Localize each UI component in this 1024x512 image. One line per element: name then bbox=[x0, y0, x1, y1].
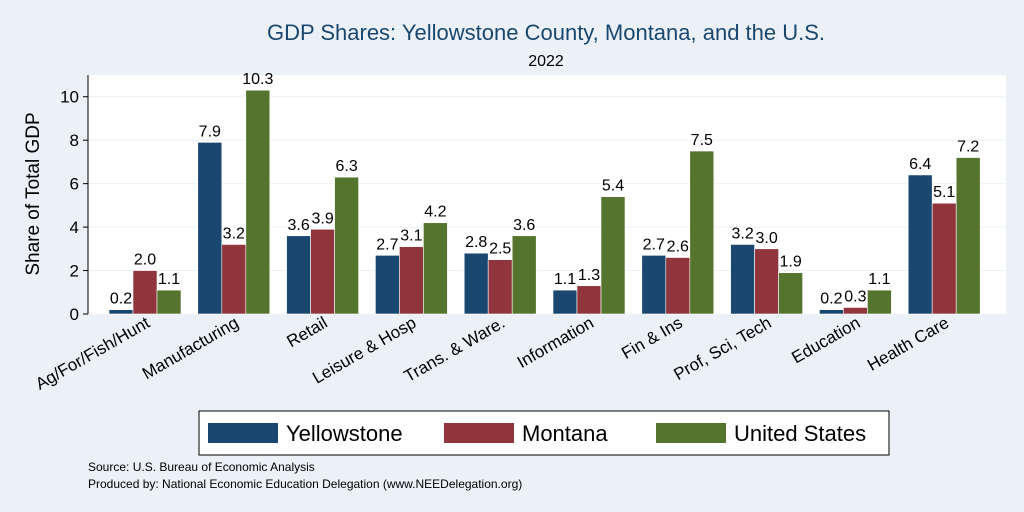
bar bbox=[310, 228, 335, 315]
y-tick-label: 2 bbox=[70, 262, 79, 281]
legend-label: Yellowstone bbox=[286, 421, 403, 446]
data-label: 1.9 bbox=[779, 254, 801, 271]
data-label: 1.1 bbox=[554, 271, 576, 288]
data-label: 6.4 bbox=[909, 156, 931, 173]
category-label: Fin & Ins bbox=[618, 313, 686, 363]
bar bbox=[867, 289, 892, 315]
bars bbox=[108, 89, 981, 315]
legend-swatch bbox=[444, 423, 514, 443]
data-label: 7.2 bbox=[957, 139, 979, 156]
data-label: 5.4 bbox=[602, 178, 624, 195]
bar bbox=[245, 89, 271, 315]
bar bbox=[819, 309, 844, 315]
data-label: 2.5 bbox=[489, 241, 511, 258]
bar bbox=[463, 252, 489, 315]
data-label: 3.1 bbox=[400, 228, 422, 245]
data-label: 0.2 bbox=[110, 291, 132, 308]
data-label: 1.1 bbox=[158, 271, 180, 288]
legend-swatch bbox=[656, 423, 726, 443]
bar bbox=[511, 235, 537, 315]
bar bbox=[907, 174, 933, 315]
y-tick-label: 10 bbox=[60, 88, 79, 107]
data-label: 1.1 bbox=[868, 271, 890, 288]
bar bbox=[689, 150, 715, 315]
category-label: Ag/For/Fish/Hunt bbox=[32, 313, 153, 394]
data-label: 3.2 bbox=[731, 225, 753, 242]
category-label: Health Care bbox=[864, 313, 952, 375]
data-label: 4.2 bbox=[424, 204, 446, 221]
data-label: 2.7 bbox=[643, 236, 665, 253]
category-label: Retail bbox=[283, 313, 330, 351]
y-tick-label: 8 bbox=[70, 131, 79, 150]
bar bbox=[132, 270, 158, 315]
bar bbox=[108, 309, 134, 315]
chart-subtitle: 2022 bbox=[528, 53, 564, 70]
bar bbox=[197, 142, 223, 315]
data-label: 0.3 bbox=[844, 288, 866, 305]
category-label: Trans. & Ware. bbox=[401, 313, 508, 386]
y-axis-label: Share of Total GDP bbox=[23, 112, 44, 275]
data-label: 3.9 bbox=[311, 210, 333, 227]
bar bbox=[552, 289, 578, 315]
bar bbox=[843, 307, 868, 315]
y-tick-label: 4 bbox=[70, 218, 79, 237]
data-label: 1.3 bbox=[578, 267, 600, 284]
bar bbox=[399, 246, 424, 315]
produced-by-note: Produced by: National Economic Education… bbox=[88, 477, 522, 491]
category-label: Information bbox=[514, 313, 597, 372]
category-label: Prof, Sci, Tech bbox=[670, 313, 774, 384]
bar bbox=[286, 235, 311, 315]
bar bbox=[600, 196, 626, 315]
data-label: 3.6 bbox=[287, 217, 309, 234]
bar bbox=[334, 176, 359, 315]
bar bbox=[156, 289, 182, 315]
data-label: 2.6 bbox=[667, 239, 689, 256]
bar bbox=[487, 259, 513, 315]
bar bbox=[375, 255, 400, 315]
bar bbox=[665, 257, 691, 315]
y-tick-label: 0 bbox=[70, 305, 79, 324]
chart-title: GDP Shares: Yellowstone County, Montana,… bbox=[267, 20, 825, 45]
data-label: 3.0 bbox=[755, 230, 777, 247]
legend-label: Montana bbox=[522, 421, 608, 446]
category-label: Manufacturing bbox=[139, 313, 242, 383]
data-label: 7.9 bbox=[199, 123, 221, 140]
bar bbox=[778, 272, 803, 315]
data-label: 10.3 bbox=[242, 71, 273, 88]
data-labels: 0.22.01.17.93.210.33.6 3.96.32.73.14.22.8… bbox=[110, 71, 980, 307]
legend-label: United States bbox=[734, 421, 866, 446]
bar bbox=[955, 157, 981, 315]
legend: Yellowstone Montana United States bbox=[198, 410, 890, 456]
bar bbox=[754, 248, 779, 315]
bar bbox=[576, 285, 602, 315]
data-label: 5.1 bbox=[933, 184, 955, 201]
bar bbox=[931, 202, 957, 315]
y-axis-ticks: 0 2 4 6 8 10 bbox=[60, 88, 88, 324]
legend-swatch bbox=[208, 423, 278, 443]
data-label: 0.2 bbox=[820, 291, 842, 308]
data-label: 2.7 bbox=[376, 236, 398, 253]
data-label: 6.3 bbox=[335, 158, 357, 175]
legend-box bbox=[198, 410, 890, 456]
bar bbox=[423, 222, 448, 315]
bar bbox=[641, 255, 667, 315]
y-tick-label: 6 bbox=[70, 175, 79, 194]
data-label: 3.2 bbox=[223, 225, 245, 242]
data-label: 2.0 bbox=[134, 252, 156, 269]
data-label: 3.6 bbox=[513, 217, 535, 234]
data-label: 2.8 bbox=[465, 234, 487, 251]
bar bbox=[221, 244, 247, 315]
data-label: 7.5 bbox=[691, 132, 713, 149]
source-note: Source: U.S. Bureau of Economic Analysis bbox=[88, 460, 315, 474]
bar bbox=[730, 244, 755, 315]
category-label: Education bbox=[788, 313, 863, 367]
